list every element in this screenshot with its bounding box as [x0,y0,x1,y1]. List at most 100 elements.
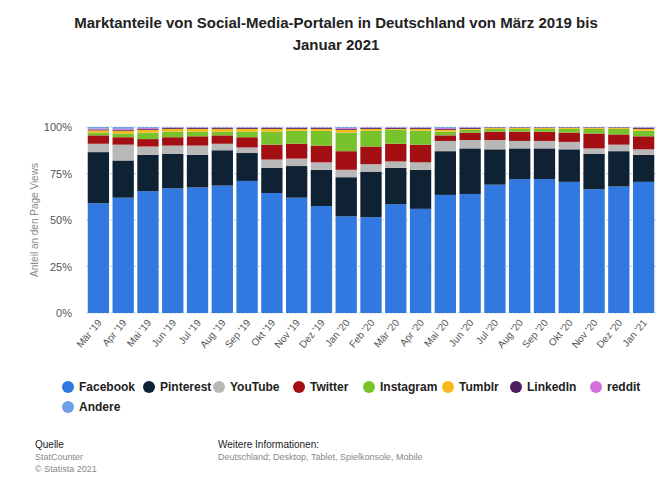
bar-segment [286,198,307,313]
bar-segment [212,144,233,151]
bar-segment [236,153,257,181]
bar-segment [410,127,431,129]
bar-segment [236,147,257,153]
bar-segment [484,127,505,128]
bar-segment [261,127,282,128]
tick-label: 0% [56,307,72,319]
bar-segment [113,137,134,144]
category-label: Mär '20 [372,317,402,350]
category-label: Mär '19 [74,317,104,350]
bar-segment [162,129,183,132]
bar-segment [385,127,406,128]
bar-segment [236,181,257,313]
bar-segment [484,185,505,313]
bar-segment [583,134,604,149]
bar-segment [360,129,381,131]
bar-segment [385,130,406,144]
bar-segment [410,209,431,313]
bar-segment [137,139,158,146]
bar-segment [484,127,505,129]
bar-segment [286,127,307,128]
bar-segment [162,127,183,129]
bar-segment [583,127,604,128]
bar-segment [212,127,233,128]
bar-segment [385,128,406,130]
bar-segment [311,146,332,163]
bar-segment [410,162,431,169]
bar-segment [311,206,332,313]
bar-segment [236,129,257,132]
category-label: Dez '20 [594,317,624,350]
bar-segment [236,132,257,138]
bar-segment [311,127,332,129]
source: StatCounter [35,452,83,462]
bar-segment [633,149,654,155]
bar-segment [559,142,580,149]
bar-segment [88,128,109,130]
bar-segment [459,140,480,148]
bar-segment [459,130,480,133]
bar-segment [583,129,604,134]
bar-segment [534,127,555,128]
bar-segment [583,127,604,129]
bar-segment [286,144,307,159]
tick-label: 50% [50,214,72,226]
bar-segment [212,127,233,128]
bar-segment [608,134,629,144]
bar-segment [261,132,282,145]
bar-segment [162,137,183,145]
bar-segment [336,170,357,177]
bar-segment [534,141,555,148]
bar-segment [236,127,257,128]
bar-segment [162,132,183,138]
bar-segment [311,162,332,169]
bar-segment [633,127,654,128]
bar-segment [286,127,307,128]
bar-segment [608,187,629,313]
bar-segment [534,132,555,141]
category-label: Jan '21 [620,317,649,349]
bar-segment [88,133,109,136]
bar-segment [410,131,431,145]
bar-segment [113,131,134,134]
bar-segment [360,217,381,313]
bar-segment [212,186,233,313]
bar-segment [459,127,480,129]
bar-segment [360,131,381,147]
grid-line [86,127,656,128]
legend-label: Andere [79,400,121,414]
bar-segment [608,129,629,135]
legend-marker [442,381,454,393]
bar-segment [137,147,158,155]
category-label: Apr '19 [100,317,129,348]
bar-segment [410,127,431,128]
bar-segment [113,134,134,138]
bar-segment [509,141,530,148]
bar-segment [187,136,208,145]
bar-segment [509,132,530,141]
bar-segment [385,127,406,128]
bar-segment [484,129,505,132]
bar-segment [633,131,654,137]
bar-segment [336,151,357,170]
tick-label: 100% [44,121,72,133]
bar-segment [286,127,307,129]
bar-segment [137,127,158,128]
category-label: Sep '19 [223,317,253,350]
bar-segment [162,127,183,128]
bar-segment [459,128,480,130]
tick-label: 75% [50,168,72,180]
title: Marktanteile von Social-Media-Portalen i… [70,12,602,56]
legend-label: reddit [607,380,640,394]
bar-segment [583,127,604,128]
bar-segment [187,129,208,132]
legend-label: Tumblr [459,380,499,394]
bar-segment [583,148,604,154]
bar-segment [137,155,158,191]
legend-label: LinkedIn [527,380,576,394]
bar-segment [286,131,307,144]
bar-segment [410,127,431,128]
bar-segment [286,159,307,166]
legend-marker [510,381,522,393]
bar-segment [311,127,332,128]
